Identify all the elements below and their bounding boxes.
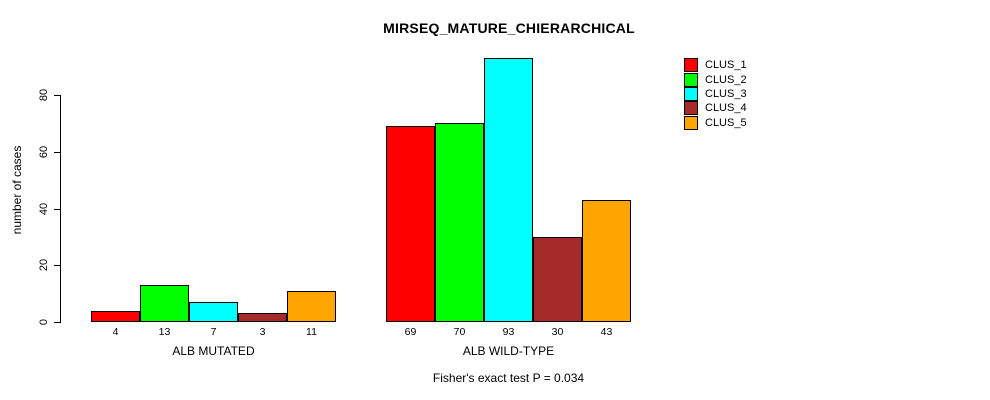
bar-clus_4-group2: [533, 237, 582, 322]
legend-swatch-clus_1: [684, 58, 698, 73]
y-tick-mark-40: [54, 209, 60, 210]
y-tick-label-80: 80: [38, 88, 50, 102]
bar-clus_5-group1: [287, 291, 336, 322]
legend-row-clus_4: CLUS_4: [684, 101, 747, 116]
legend-row-clus_5: CLUS_5: [684, 115, 747, 130]
chart-title: MIRSEQ_MATURE_CHIERARCHICAL: [383, 20, 635, 36]
legend-swatch-clus_3: [684, 86, 698, 101]
bar-value-clus_2-group2: 70: [453, 326, 466, 338]
bar-clus_1-group2: [386, 126, 435, 322]
legend-swatch-clus_2: [684, 72, 698, 87]
y-tick-mark-20: [54, 265, 60, 266]
bar-value-clus_1-group2: 69: [404, 326, 417, 338]
legend-swatch-clus_5: [684, 115, 698, 130]
y-tick-mark-80: [54, 95, 60, 96]
bar-clus_2-group1: [140, 285, 189, 322]
y-tick-mark-60: [54, 152, 60, 153]
bar-value-clus_5-group2: 43: [600, 326, 613, 338]
legend-label-clus_1: CLUS_1: [705, 59, 747, 72]
legend-row-clus_3: CLUS_3: [684, 86, 747, 101]
legend-label-clus_5: CLUS_5: [705, 116, 747, 129]
legend-row-clus_1: CLUS_1: [684, 58, 747, 73]
group-label-alb-wild-type: ALB WILD-TYPE: [462, 344, 555, 358]
bar-value-clus_4-group1: 3: [259, 326, 266, 338]
bar-value-clus_2-group1: 13: [158, 326, 171, 338]
bar-clus_5-group2: [582, 200, 631, 322]
bar-clus_2-group2: [435, 123, 484, 322]
y-tick-label-60: 60: [38, 145, 50, 159]
legend-swatch-clus_4: [684, 101, 698, 116]
bar-value-clus_3-group1: 7: [210, 326, 217, 338]
y-axis-line: [60, 95, 61, 323]
y-tick-label-20: 20: [38, 258, 50, 272]
legend-label-clus_4: CLUS_4: [705, 102, 747, 115]
bar-clus_1-group1: [91, 311, 140, 322]
y-tick-label-40: 40: [38, 202, 50, 216]
group-label-alb-mutated: ALB MUTATED: [172, 344, 255, 358]
bar-value-clus_4-group2: 30: [551, 326, 564, 338]
y-tick-label-0: 0: [38, 318, 50, 326]
legend-label-clus_2: CLUS_2: [705, 73, 747, 86]
bar-clus_3-group2: [484, 58, 533, 322]
bar-clus_3-group1: [189, 302, 238, 322]
legend-label-clus_3: CLUS_3: [705, 87, 747, 100]
bar-clus_4-group1: [238, 313, 287, 322]
y-tick-mark-0: [54, 322, 60, 323]
bar-value-clus_5-group1: 11: [306, 326, 317, 338]
bar-value-clus_3-group2: 93: [502, 326, 515, 338]
fisher-test-caption: Fisher's exact test P = 0.034: [432, 371, 585, 385]
legend: CLUS_1 CLUS_2 CLUS_3 CLUS_4 CLUS_5: [684, 58, 747, 130]
bar-value-clus_1-group1: 4: [112, 326, 119, 338]
legend-row-clus_2: CLUS_2: [684, 72, 747, 87]
y-axis-label: number of cases: [10, 145, 24, 235]
